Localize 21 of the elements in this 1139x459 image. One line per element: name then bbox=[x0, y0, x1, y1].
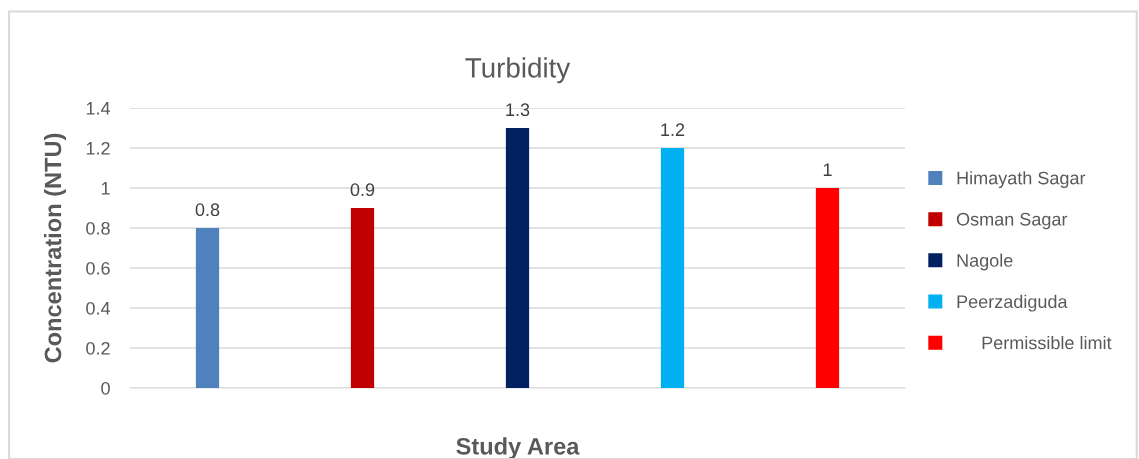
y-tick-label: 1 bbox=[101, 182, 110, 195]
y-tick-label: 0.2 bbox=[86, 341, 110, 355]
y-tick-label: 0.8 bbox=[86, 221, 110, 235]
data-label: 0.9 bbox=[350, 183, 375, 197]
legend-label: Osman Sagar bbox=[956, 212, 1068, 230]
data-label: 1.2 bbox=[661, 123, 685, 136]
data-label: 1.3 bbox=[506, 103, 530, 117]
y-tick-label: 0.4 bbox=[86, 301, 111, 315]
legend-label: Nagole bbox=[957, 253, 1013, 271]
y-tick-label: 0 bbox=[101, 381, 110, 395]
x-axis-title: Study Area bbox=[456, 437, 580, 459]
y-tick-label: 1.4 bbox=[86, 102, 111, 115]
legend-label: Peerzadiguda bbox=[957, 294, 1068, 312]
y-tick-label: 1.2 bbox=[86, 141, 110, 155]
y-axis-title: Concentration (NTU) bbox=[44, 133, 67, 363]
data-label: 1 bbox=[823, 163, 832, 176]
data-label: 0.8 bbox=[195, 203, 220, 217]
chart-title: Turbidity bbox=[465, 57, 571, 84]
y-tick-label: 0.6 bbox=[86, 261, 110, 275]
legend-label: Himayath Sagar bbox=[957, 171, 1086, 188]
legend-label: Permissible limit bbox=[982, 336, 1112, 350]
